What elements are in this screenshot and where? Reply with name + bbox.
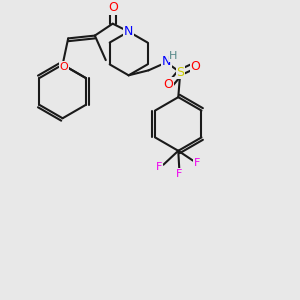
Text: H: H bbox=[169, 52, 178, 61]
Text: S: S bbox=[176, 66, 184, 79]
Text: O: O bbox=[59, 61, 68, 72]
Text: F: F bbox=[176, 169, 182, 178]
Text: O: O bbox=[108, 1, 118, 14]
Text: F: F bbox=[194, 158, 200, 168]
Text: N: N bbox=[162, 55, 171, 68]
Text: O: O bbox=[190, 60, 200, 73]
Text: F: F bbox=[156, 162, 163, 172]
Text: N: N bbox=[124, 25, 133, 38]
Text: O: O bbox=[164, 78, 173, 91]
